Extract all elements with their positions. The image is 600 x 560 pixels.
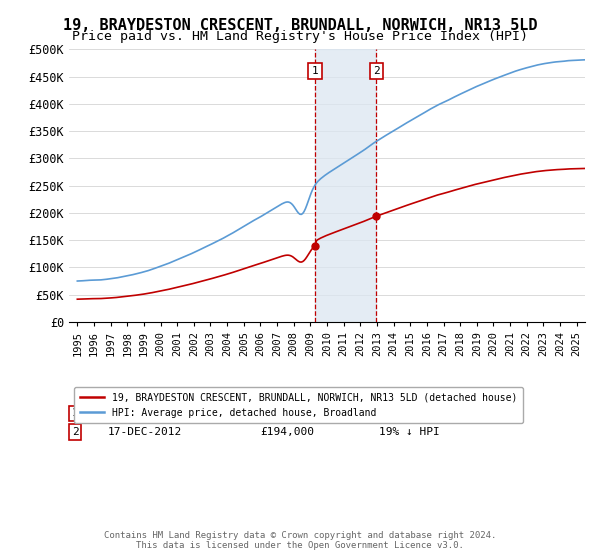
Text: £140,000: £140,000 [260, 408, 314, 418]
Text: 32% ↓ HPI: 32% ↓ HPI [379, 408, 439, 418]
Text: 17-APR-2009: 17-APR-2009 [108, 408, 182, 418]
Text: 1: 1 [72, 408, 79, 418]
Text: 2: 2 [72, 427, 79, 437]
Text: 1: 1 [312, 66, 319, 76]
Text: £194,000: £194,000 [260, 427, 314, 437]
Text: Price paid vs. HM Land Registry's House Price Index (HPI): Price paid vs. HM Land Registry's House … [72, 30, 528, 43]
Bar [315, 49, 376, 322]
Text: 2: 2 [373, 66, 380, 76]
Text: 17-DEC-2012: 17-DEC-2012 [108, 427, 182, 437]
Text: 19% ↓ HPI: 19% ↓ HPI [379, 427, 439, 437]
Legend: 19, BRAYDESTON CRESCENT, BRUNDALL, NORWICH, NR13 5LD (detached house), HPI: Aver: 19, BRAYDESTON CRESCENT, BRUNDALL, NORWI… [74, 387, 523, 423]
Text: 19, BRAYDESTON CRESCENT, BRUNDALL, NORWICH, NR13 5LD: 19, BRAYDESTON CRESCENT, BRUNDALL, NORWI… [63, 18, 537, 33]
Text: Contains HM Land Registry data © Crown copyright and database right 2024.
This d: Contains HM Land Registry data © Crown c… [104, 530, 496, 550]
